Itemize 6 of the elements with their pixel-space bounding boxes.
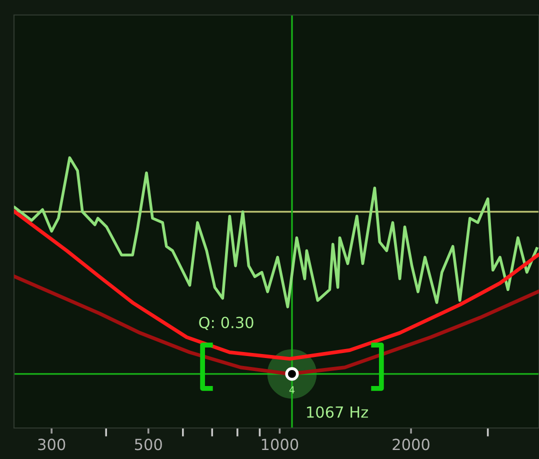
x-tick-label: 500 <box>134 438 162 450</box>
text: 1067 Hz <box>307 406 368 418</box>
x-tick-label: 1000 <box>262 438 298 450</box>
x-tick-label: 300 <box>38 438 66 450</box>
x-tick-label: 2000 <box>392 438 430 450</box>
annotation: Q: 0.30 <box>199 316 254 330</box>
